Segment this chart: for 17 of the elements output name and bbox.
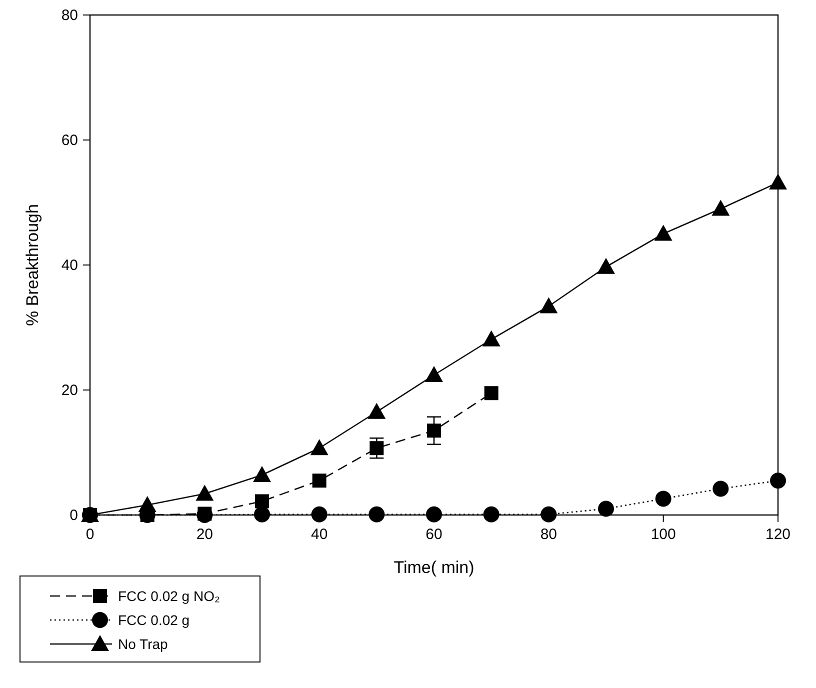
legend-label: FCC 0.02 g xyxy=(118,612,190,628)
y-tick-label: 40 xyxy=(61,257,78,274)
x-tick-label: 40 xyxy=(310,526,328,543)
x-tick-label: 60 xyxy=(426,526,442,543)
x-tick-label: 0 xyxy=(86,526,94,543)
y-axis-title: % Breakthrough xyxy=(23,204,42,326)
x-tick-label: 120 xyxy=(765,526,791,543)
y-tick-label: 60 xyxy=(61,132,78,149)
x-tick-label: 80 xyxy=(540,526,558,543)
y-tick-label: 80 xyxy=(61,7,78,24)
legend-label: FCC 0.02 g NO₂ xyxy=(118,588,220,604)
x-axis-title: Time( min) xyxy=(394,558,474,577)
x-tick-label: 100 xyxy=(650,526,676,543)
x-tick-label: 20 xyxy=(196,526,214,543)
y-tick-label: 20 xyxy=(61,382,78,399)
legend-label: No Trap xyxy=(118,636,168,652)
y-tick-label: 0 xyxy=(70,507,78,524)
